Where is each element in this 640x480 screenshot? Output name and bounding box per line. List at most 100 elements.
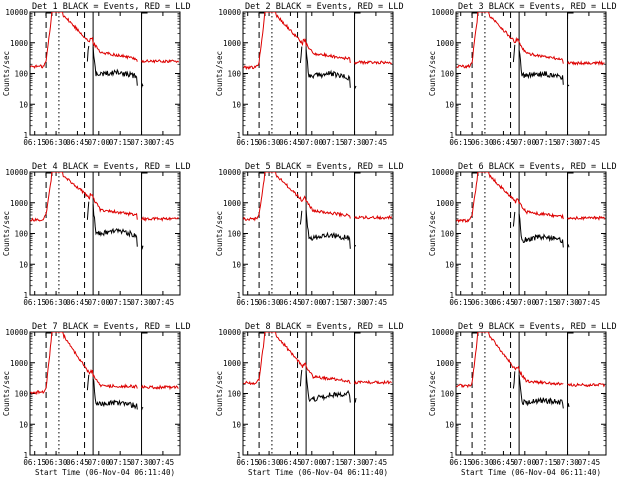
- x-tick-label: 06:30: [45, 458, 68, 467]
- x-tick-label: 06:30: [471, 298, 494, 307]
- y-tick-label: 1: [449, 131, 454, 140]
- panel-title: Det 2 BLACK = Events, RED = LLD: [245, 2, 404, 12]
- x-tick-label: 07:00: [514, 298, 537, 307]
- y-tick-label: 1: [449, 291, 454, 300]
- x-tick-label: 07:30: [556, 138, 579, 147]
- y-tick-label: 10000: [5, 8, 28, 17]
- x-tick-label: 06:45: [279, 458, 302, 467]
- x-tick-label: 07:30: [130, 458, 153, 467]
- y-tick-label: 100: [227, 70, 241, 79]
- x-tick-label: 06:45: [66, 458, 89, 467]
- y-tick-label: 100: [440, 390, 454, 399]
- y-tick-label: 100: [440, 230, 454, 239]
- x-tick-label: 07:30: [343, 298, 366, 307]
- x-tick-label: 07:15: [322, 298, 345, 307]
- y-tick-label: 100: [14, 230, 28, 239]
- y-tick-label: 10: [232, 100, 242, 109]
- x-tick-label: 06:45: [492, 458, 515, 467]
- y-tick-label: 10: [445, 100, 455, 109]
- y-tick-label: 10: [445, 260, 455, 269]
- y-axis-label: Counts/sec: [2, 371, 11, 416]
- y-tick-label: 10000: [5, 168, 28, 177]
- panel-title: Det 3 BLACK = Events, RED = LLD: [458, 2, 617, 12]
- x-tick-label: 06:15: [23, 298, 46, 307]
- y-tick-label: 10: [19, 420, 29, 429]
- x-tick-label: 07:30: [130, 298, 153, 307]
- data-gap-bracket: [141, 172, 148, 179]
- lld-rate-line: [456, 332, 606, 389]
- panel-title: Det 1 BLACK = Events, RED = LLD: [32, 2, 191, 12]
- x-tick-label: 07:45: [365, 298, 388, 307]
- x-tick-label: 07:00: [301, 138, 324, 147]
- x-tick-label: 06:15: [23, 138, 46, 147]
- flare-bracket: [471, 12, 479, 16]
- lld-rate-line: [243, 172, 393, 222]
- y-tick-label: 1000: [10, 359, 29, 368]
- y-tick-label: 10: [445, 420, 455, 429]
- y-tick-label: 1: [23, 131, 28, 140]
- y-tick-label: 10000: [431, 8, 454, 17]
- event-rate-line: [299, 210, 357, 249]
- x-tick-label: 06:45: [66, 298, 89, 307]
- y-axis-label: Counts/sec: [428, 51, 437, 96]
- y-tick-label: 1000: [436, 199, 455, 208]
- detector-panel: Det 3 BLACK = Events, RED = LLD 1 10 100 100…: [428, 2, 617, 147]
- y-tick-label: 1000: [10, 199, 29, 208]
- x-tick-label: 07:00: [88, 298, 111, 307]
- y-tick-label: 10: [19, 100, 29, 109]
- x-tick-label: 07:45: [152, 298, 175, 307]
- detector-panel: Det 9 BLACK = Events, RED = LLD 1 10 100 100…: [428, 322, 617, 477]
- plot-frame: [242, 331, 394, 456]
- plot-frame: [455, 331, 607, 456]
- x-tick-label: 07:30: [343, 458, 366, 467]
- y-axis-label: Counts/sec: [2, 211, 11, 256]
- y-tick-label: 100: [440, 70, 454, 79]
- x-tick-label: 07:00: [514, 138, 537, 147]
- x-tick-label: 07:15: [109, 458, 132, 467]
- data-gap-bracket: [567, 332, 574, 339]
- y-tick-label: 100: [227, 230, 241, 239]
- x-tick-label: 07:30: [556, 298, 579, 307]
- lld-rate-line: [456, 12, 605, 69]
- y-axis-label: Counts/sec: [215, 371, 224, 416]
- x-tick-label: 07:45: [365, 138, 388, 147]
- y-axis-label: Counts/sec: [428, 371, 437, 416]
- data-gap-bracket: [354, 172, 361, 179]
- x-tick-label: 07:45: [152, 458, 175, 467]
- x-tick-label: 07:30: [130, 138, 153, 147]
- x-axis-label: Start Time (06-Nov-04 06:11:40): [461, 468, 601, 477]
- plot-frame: [455, 171, 607, 296]
- x-tick-label: 06:15: [236, 298, 259, 307]
- data-gap-bracket: [567, 12, 574, 19]
- x-tick-label: 07:15: [322, 458, 345, 467]
- x-tick-label: 06:30: [258, 138, 281, 147]
- y-tick-label: 10000: [431, 328, 454, 337]
- event-rate-line: [86, 201, 144, 250]
- data-gap-bracket: [141, 12, 148, 19]
- plot-frame: [455, 11, 607, 136]
- data-gap-bracket: [354, 332, 361, 339]
- x-tick-label: 07:15: [535, 138, 558, 147]
- x-axis-label: Start Time (06-Nov-04 06:11:40): [35, 468, 175, 477]
- x-tick-label: 07:00: [301, 298, 324, 307]
- y-tick-label: 1000: [10, 39, 29, 48]
- y-tick-label: 10000: [218, 8, 241, 17]
- y-tick-label: 10000: [218, 168, 241, 177]
- data-gap-bracket: [141, 332, 148, 339]
- detector-panel: Det 6 BLACK = Events, RED = LLD 1 10 100 100…: [428, 162, 617, 307]
- y-tick-label: 100: [14, 390, 28, 399]
- data-gap-bracket: [567, 172, 574, 179]
- x-tick-label: 07:45: [578, 298, 601, 307]
- lld-rate-line: [243, 12, 392, 70]
- x-tick-label: 06:15: [449, 138, 472, 147]
- x-tick-label: 06:45: [492, 138, 515, 147]
- event-rate-line: [299, 369, 357, 403]
- x-tick-label: 07:00: [88, 138, 111, 147]
- x-tick-label: 06:45: [279, 138, 302, 147]
- x-tick-label: 06:15: [236, 458, 259, 467]
- plot-frame: [242, 171, 394, 296]
- y-tick-label: 10: [232, 260, 242, 269]
- y-tick-label: 10: [232, 420, 242, 429]
- x-tick-label: 06:45: [279, 298, 302, 307]
